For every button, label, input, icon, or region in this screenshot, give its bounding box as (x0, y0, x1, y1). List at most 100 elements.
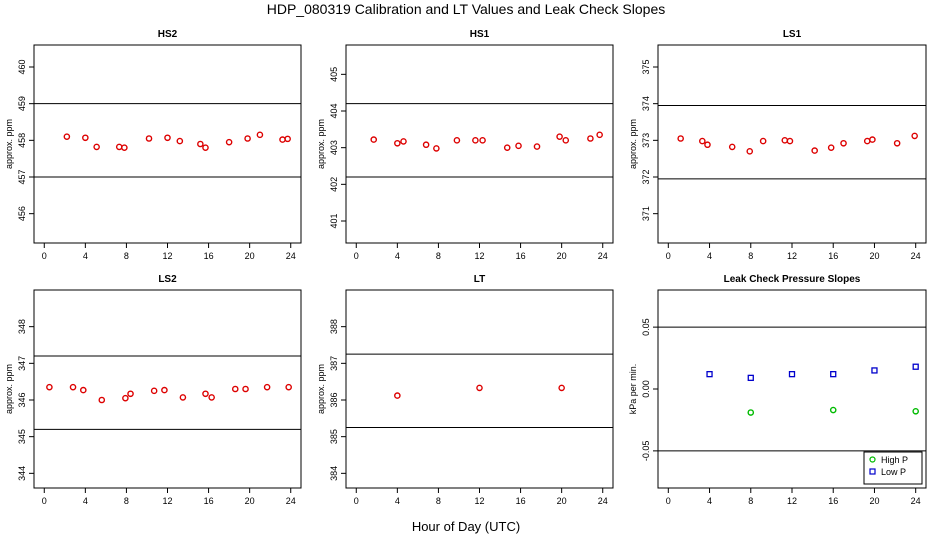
y-tick-label: 460 (17, 59, 27, 74)
data-point (893, 139, 901, 147)
y-axis-title: approx. ppm (4, 119, 14, 169)
y-tick-label: 373 (641, 133, 651, 148)
data-point (127, 390, 134, 398)
x-tick-label: 20 (245, 496, 255, 506)
y-tick-label: 405 (329, 67, 339, 82)
x-tick-label: 8 (436, 496, 441, 506)
data-point (677, 135, 684, 142)
y-tick-label: 0.00 (641, 380, 651, 398)
x-tick-label: 24 (598, 251, 608, 261)
x-tick-label: 0 (42, 251, 47, 261)
data-point (394, 139, 401, 147)
data-point (562, 137, 570, 144)
data-point (788, 370, 796, 378)
y-tick-label: 347 (17, 356, 27, 371)
data-point (911, 132, 918, 140)
data-point (479, 137, 486, 144)
data-point (869, 136, 876, 143)
x-tick-label: 20 (557, 251, 567, 261)
y-tick-label: 374 (641, 96, 651, 111)
data-point (556, 133, 563, 140)
data-point (284, 135, 291, 143)
data-point (164, 134, 171, 142)
x-tick-label: 12 (162, 496, 172, 506)
data-point (176, 137, 184, 145)
data-point (263, 383, 271, 391)
x-tick-label: 12 (787, 251, 797, 261)
data-point (244, 135, 251, 142)
y-tick-label: 401 (329, 213, 339, 228)
y-axis-title: approx. ppm (316, 119, 326, 169)
plot-frame (33, 44, 302, 244)
data-point (912, 407, 919, 415)
data-point (433, 145, 440, 152)
x-tick-label: 0 (42, 496, 47, 506)
y-tick-label: 459 (17, 96, 27, 111)
y-tick-label: 371 (641, 206, 651, 221)
y-tick-label: -0.05 (641, 441, 651, 462)
data-point (285, 383, 292, 391)
data-point (786, 137, 794, 145)
plot-frame (345, 44, 614, 244)
x-tick-label: 16 (516, 496, 526, 506)
x-tick-label: 24 (286, 496, 296, 506)
x-tick-label: 8 (436, 251, 441, 261)
y-tick-label: 403 (329, 140, 339, 155)
data-point (422, 141, 430, 149)
y-tick-label: 384 (329, 466, 339, 481)
data-point (515, 142, 522, 150)
x-tick-label: 20 (245, 251, 255, 261)
y-tick-label: 388 (329, 319, 339, 334)
data-point (400, 138, 407, 145)
x-tick-label: 4 (395, 251, 400, 261)
y-tick-label: 344 (17, 466, 27, 481)
y-tick-label: 372 (641, 169, 651, 184)
y-tick-label: 0.05 (641, 318, 651, 336)
x-tick-label: 4 (707, 496, 712, 506)
data-point (704, 141, 711, 149)
y-tick-label: 404 (329, 103, 339, 118)
y-axis-title: approx. ppm (628, 119, 638, 169)
x-tick-label: 12 (474, 496, 484, 506)
x-tick-label: 12 (162, 251, 172, 261)
data-point (98, 396, 106, 404)
data-point (150, 387, 158, 395)
x-tick-label: 20 (557, 496, 567, 506)
data-point (46, 383, 53, 391)
x-tick-label: 8 (124, 496, 129, 506)
y-tick-label: 458 (17, 133, 27, 148)
figure-title: HDP_080319 Calibration and LT Values and… (267, 1, 665, 17)
data-point (829, 406, 837, 414)
data-point (197, 140, 204, 148)
x-axis-title: Hour of Day (UTC) (412, 519, 520, 534)
data-point (115, 143, 123, 151)
plot-frame (345, 289, 614, 489)
y-axis-title: kPa per min. (628, 364, 638, 415)
panel-title: LS2 (158, 274, 177, 285)
legend-label: Low P (881, 467, 906, 477)
legend-marker (869, 456, 876, 463)
x-tick-label: 16 (204, 496, 214, 506)
y-tick-label: 375 (641, 59, 651, 74)
data-point (370, 136, 378, 143)
panel-1: HS2 0 4 8 12 16 20 24 456 457 458 459 460 approx. ppm (4, 29, 302, 261)
data-point (472, 137, 479, 144)
data-point (121, 144, 128, 151)
panel-3: LS1 0 4 8 12 16 20 24 371 372 373 374 375 approx. ppm (628, 29, 927, 261)
data-point (202, 390, 209, 398)
data-point (82, 134, 89, 142)
y-tick-label: 386 (329, 392, 339, 407)
data-point (453, 137, 461, 144)
x-tick-label: 4 (83, 251, 88, 261)
data-point (912, 363, 919, 370)
data-point (746, 148, 754, 155)
x-tick-label: 0 (354, 251, 359, 261)
y-axis-title: approx. ppm (316, 364, 326, 414)
data-point (476, 384, 483, 392)
x-tick-label: 4 (395, 496, 400, 506)
panel-4: LS2 0 4 8 12 16 20 24 344 345 346 347 348 approx. ppm (4, 274, 302, 506)
data-point (79, 386, 87, 394)
x-tick-label: 0 (666, 251, 671, 261)
y-tick-label: 385 (329, 429, 339, 444)
panel-6: Leak Check Pressure Slopes 0 4 8 12 16 20 24 -0.… (628, 274, 927, 506)
